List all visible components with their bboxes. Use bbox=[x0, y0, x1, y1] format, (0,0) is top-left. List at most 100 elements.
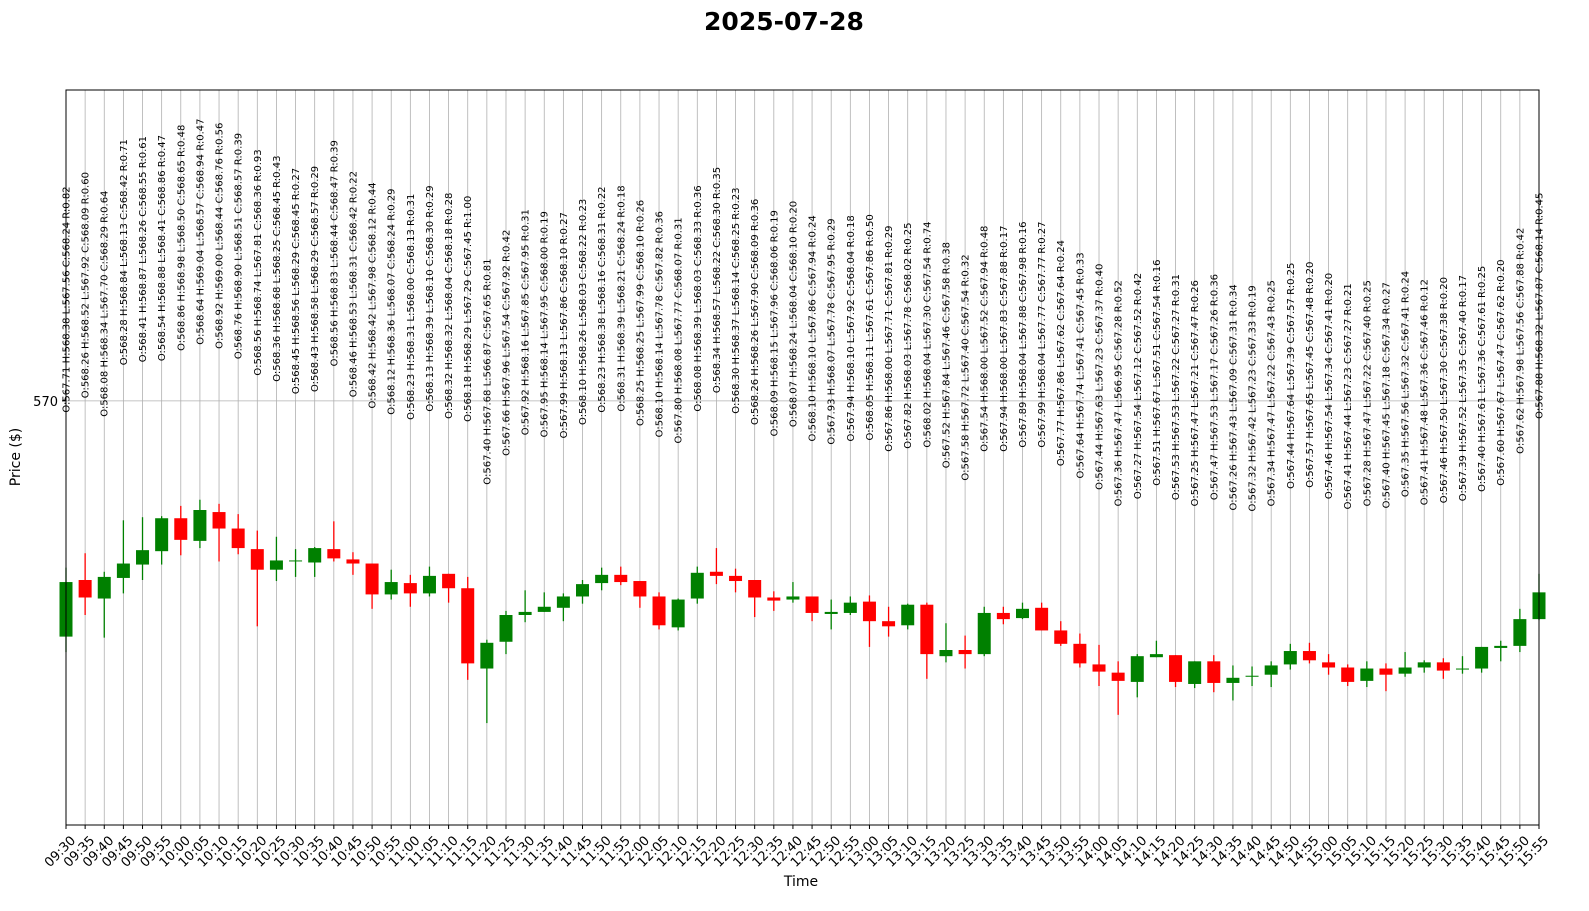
candle-body bbox=[1015, 608, 1029, 619]
candle-annotation: O:568.23 H:568.38 L:568.16 C:568.31 R:0.… bbox=[597, 186, 608, 412]
candles bbox=[59, 499, 1546, 724]
candle-body bbox=[996, 612, 1010, 620]
candle-annotation: O:568.10 H:568.26 L:568.03 C:568.22 R:0.… bbox=[578, 199, 589, 425]
candle-annotation: O:568.02 H:568.04 L:567.30 C:567.54 R:0.… bbox=[922, 221, 933, 447]
candle-annotation: O:567.44 H:567.63 L:567.23 C:567.37 R:0.… bbox=[1095, 264, 1106, 490]
candle-body bbox=[1169, 655, 1183, 682]
candle-annotation: O:568.31 H:568.39 L:568.21 C:568.24 R:0.… bbox=[616, 185, 627, 411]
candle-body bbox=[212, 512, 226, 529]
candle-body bbox=[977, 612, 991, 655]
candle-annotation: O:568.56 H:568.74 L:567.81 C:568.36 R:0.… bbox=[253, 149, 264, 375]
candle-annotation: O:568.28 H:568.84 L:568.13 C:568.42 R:0.… bbox=[119, 139, 130, 365]
candle-body bbox=[843, 602, 857, 613]
candle-annotation: O:567.41 H:567.44 L:567.23 C:567.27 R:0.… bbox=[1343, 283, 1354, 509]
candle-annotation: O:567.93 H:568.07 L:567.78 C:567.95 R:0.… bbox=[827, 218, 838, 444]
candle-annotation: O:568.42 H:568.42 L:567.98 C:568.12 R:0.… bbox=[368, 182, 379, 408]
candle-annotation: O:567.80 H:568.08 L:567.77 C:568.07 R:0.… bbox=[674, 217, 685, 443]
candle-annotation: O:568.10 H:568.10 L:567.86 C:567.94 R:0.… bbox=[808, 215, 819, 441]
candle-annotation: O:567.32 H:567.42 L:567.23 C:567.33 R:0.… bbox=[1248, 285, 1259, 511]
candle-body bbox=[384, 582, 398, 595]
y-tick-label: 570 bbox=[33, 395, 58, 410]
candle-body bbox=[1207, 661, 1221, 683]
candle-annotation: O:567.46 H:567.50 L:567.30 C:567.38 R:0.… bbox=[1439, 277, 1450, 503]
candle-annotation: O:567.54 H:568.00 L:567.52 C:567.94 R:0.… bbox=[980, 226, 991, 452]
candle-body bbox=[422, 575, 436, 594]
candle-annotation: O:567.46 H:567.54 L:567.34 C:567.41 R:0.… bbox=[1324, 273, 1335, 499]
candle-annotation: O:567.77 H:567.86 L:567.62 C:567.64 R:0.… bbox=[1056, 240, 1067, 466]
candle-body bbox=[1417, 662, 1431, 668]
labels: O:567.71 H:568.38 L:567.56 C:568.24 R:0.… bbox=[62, 119, 1546, 512]
candle-annotation: O:568.92 H:569.00 L:568.44 C:568.76 R:0.… bbox=[215, 123, 226, 349]
candle-body bbox=[1188, 661, 1202, 684]
candle-body bbox=[1322, 662, 1336, 668]
candle-annotation: O:568.08 H:568.34 L:567.70 C:568.29 R:0.… bbox=[100, 191, 111, 417]
candle-body bbox=[136, 550, 150, 565]
candle-body bbox=[269, 560, 283, 570]
candle-annotation: O:567.52 H:567.84 L:567.46 C:567.58 R:0.… bbox=[941, 242, 952, 468]
x-axis-label: Time bbox=[783, 874, 818, 890]
candle-body bbox=[614, 574, 628, 583]
candle-body bbox=[97, 576, 111, 599]
candle-body bbox=[174, 518, 188, 540]
candle-body bbox=[958, 650, 972, 655]
candle-body bbox=[155, 518, 169, 552]
candle-body bbox=[786, 596, 800, 600]
candle-annotation: O:568.76 H:568.90 L:568.51 C:568.57 R:0.… bbox=[234, 133, 245, 359]
candle-annotation: O:568.43 H:568.58 L:568.29 C:568.57 R:0.… bbox=[310, 166, 321, 392]
candle-body bbox=[231, 528, 245, 549]
candle-body bbox=[1054, 630, 1068, 644]
candle-annotation: O:567.82 H:568.03 L:567.78 C:568.02 R:0.… bbox=[903, 222, 914, 448]
candle-annotation: O:568.56 H:568.83 L:568.44 C:568.47 R:0.… bbox=[329, 140, 340, 366]
candle-body bbox=[289, 560, 303, 562]
candle-annotation: O:567.99 H:568.13 L:567.86 C:568.10 R:0.… bbox=[559, 212, 570, 438]
candle-body bbox=[576, 584, 590, 597]
candle-annotation: O:567.58 H:567.72 L:567.40 C:567.54 R:0.… bbox=[961, 254, 972, 480]
candle-body bbox=[805, 596, 819, 613]
candle-annotation: O:568.30 H:568.37 L:568.14 C:568.25 R:0.… bbox=[731, 187, 742, 413]
candle-annotation: O:568.32 H:568.32 L:568.04 C:568.18 R:0.… bbox=[444, 193, 455, 419]
candle-annotation: O:567.66 H:567.96 L:567.54 C:567.92 R:0.… bbox=[501, 230, 512, 456]
candle-annotation: O:567.51 H:567.67 L:567.51 C:567.54 R:0.… bbox=[1152, 260, 1163, 486]
plot-frame bbox=[65, 89, 1540, 826]
candle-annotation: O:568.34 H:568.57 L:568.22 C:568.30 R:0.… bbox=[712, 167, 723, 393]
candle-annotation: O:567.34 H:567.47 L:567.22 C:567.43 R:0.… bbox=[1267, 280, 1278, 506]
candle-body bbox=[939, 650, 953, 657]
candle-body bbox=[193, 510, 207, 541]
candle-body bbox=[537, 606, 551, 612]
candle-body bbox=[1130, 656, 1144, 682]
candle-annotation: O:567.92 H:568.16 L:567.85 C:567.95 R:0.… bbox=[521, 209, 532, 435]
candle-body bbox=[1283, 651, 1297, 665]
candle-body bbox=[327, 549, 341, 559]
candle-body bbox=[652, 596, 666, 626]
candle-body bbox=[403, 583, 417, 594]
candle-annotation: O:567.44 H:567.64 L:567.39 C:567.57 R:0.… bbox=[1286, 263, 1297, 489]
candle-annotation: O:567.39 H:567.52 L:567.35 C:567.40 R:0.… bbox=[1458, 275, 1469, 501]
candle-annotation: O:567.88 H:568.32 L:567.87 C:568.14 R:0.… bbox=[1535, 193, 1546, 419]
candle-annotation: O:568.54 H:568.88 L:568.41 C:568.86 R:0.… bbox=[157, 135, 168, 361]
candle-body bbox=[499, 615, 513, 642]
candle-body bbox=[920, 604, 934, 655]
candle-body bbox=[1360, 668, 1374, 681]
candle-annotation: O:568.07 H:568.24 L:568.04 C:568.10 R:0.… bbox=[788, 201, 799, 427]
candle-body bbox=[1341, 667, 1355, 682]
candle-annotation: O:567.47 H:567.53 L:567.17 C:567.26 R:0.… bbox=[1209, 274, 1220, 500]
candle-body bbox=[1302, 651, 1316, 661]
candle-annotation: O:567.89 H:568.04 L:567.88 C:567.98 R:0.… bbox=[1018, 221, 1029, 447]
candle-body bbox=[250, 549, 264, 570]
candle-body bbox=[1226, 677, 1240, 683]
candle-annotation: O:568.41 H:568.87 L:568.26 C:568.55 R:0.… bbox=[138, 136, 149, 362]
candle-body bbox=[633, 581, 647, 597]
candle-body bbox=[1092, 664, 1106, 672]
candle-annotation: O:568.36 H:568.68 L:568.25 C:568.45 R:0.… bbox=[272, 156, 283, 382]
candle-annotation: O:567.40 H:567.45 L:567.18 C:567.34 R:0.… bbox=[1381, 282, 1392, 508]
candle-annotation: O:567.99 H:568.04 L:567.77 C:567.77 R:0.… bbox=[1037, 221, 1048, 447]
candle-body bbox=[671, 599, 685, 628]
candle-annotation: O:567.53 H:567.53 L:567.22 C:567.27 R:0.… bbox=[1171, 274, 1182, 500]
candle-body bbox=[882, 621, 896, 627]
candle-annotation: O:568.26 H:568.52 L:567.92 C:568.09 R:0.… bbox=[81, 172, 92, 398]
candle-body bbox=[1475, 646, 1489, 669]
candle-body bbox=[1149, 654, 1163, 658]
candle-body bbox=[480, 642, 494, 669]
candle-body bbox=[78, 580, 92, 598]
